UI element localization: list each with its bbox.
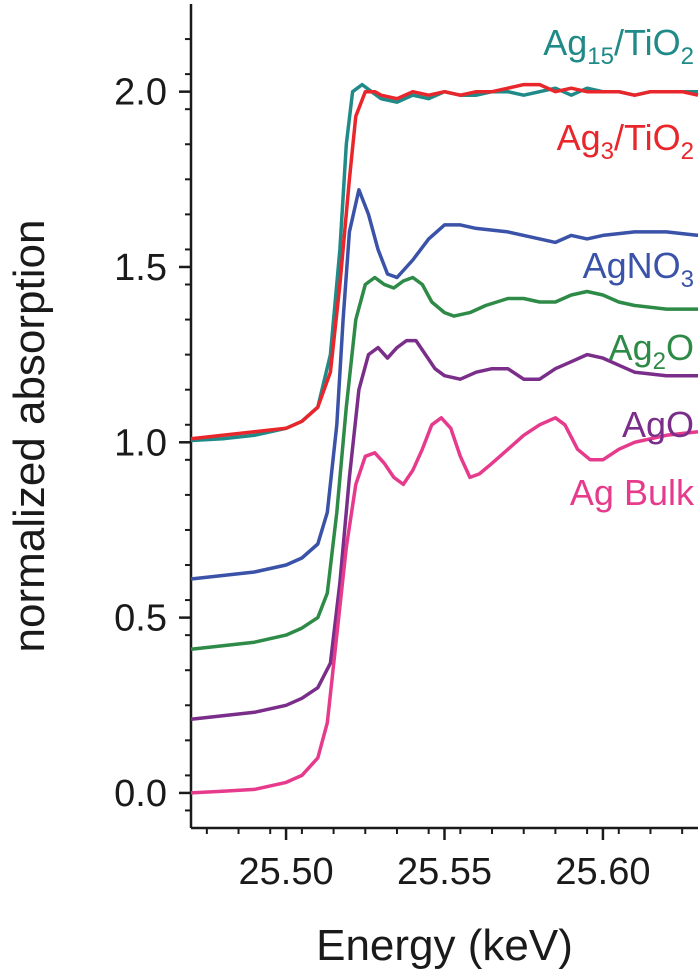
series-label-ag2o: Ag2O	[609, 327, 694, 375]
series-label-ag15-tio2: Ag15/TiO2	[543, 22, 694, 70]
series-label-agno3: AgNO3	[583, 245, 694, 293]
y-axis-title: normalized absorption	[5, 220, 54, 653]
x-tick-label: 25.60	[555, 851, 650, 893]
y-tick-label: 1.0	[114, 422, 167, 464]
series-label-ag-bulk: Ag Bulk	[570, 472, 695, 513]
series-line-agno3	[190, 188, 699, 581]
series-layer	[190, 82, 699, 795]
y-tick-label: 2.0	[114, 72, 167, 114]
series-line-ago	[190, 338, 698, 722]
series-line-ag-bulk	[190, 416, 699, 795]
y-tick-label: 0.5	[114, 598, 167, 640]
axis-ticks: 0.0 0.5 1.0 1.5 2.0 25.50 25.55 25.60	[114, 38, 684, 893]
series-line-ag3-tio2	[190, 82, 699, 441]
x-tick-label: 25.55	[397, 851, 492, 893]
series-line-ag2o	[190, 275, 698, 651]
series-label-ago: AgO	[622, 404, 694, 445]
y-tick-label: 0.0	[114, 773, 167, 815]
series-label-ag3-tio2: Ag3/TiO2	[557, 117, 694, 165]
series-labels: Ag15/TiO2 Ag3/TiO2 AgNO3 Ag2O AgO Ag Bulk	[543, 22, 695, 513]
y-tick-label: 1.5	[114, 247, 167, 289]
x-tick-label: 25.50	[239, 851, 334, 893]
x-axis-title: Energy (keV)	[316, 921, 573, 970]
